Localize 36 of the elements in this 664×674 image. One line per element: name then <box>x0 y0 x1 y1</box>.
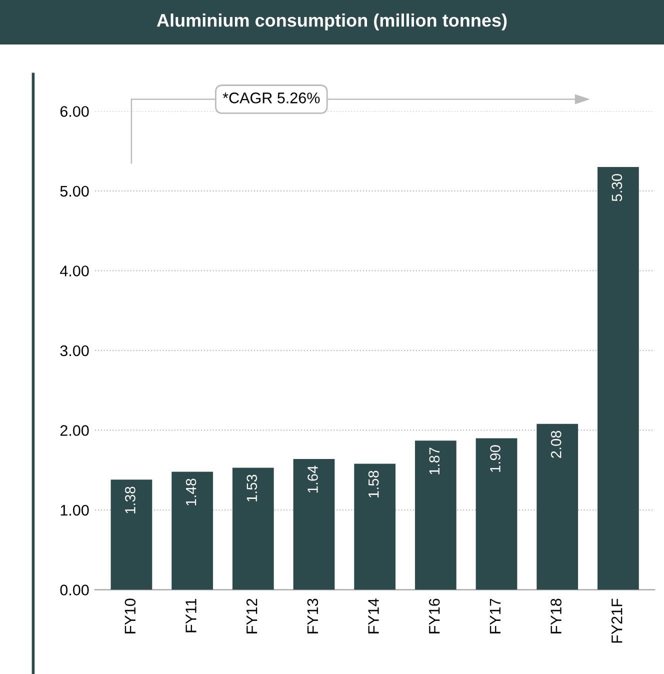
bar <box>293 458 335 590</box>
bar <box>598 167 639 590</box>
x-tick-label: FY21F <box>611 598 622 643</box>
bar <box>414 440 456 590</box>
data-label: 1.38 <box>125 486 136 514</box>
x-tick-label: FY11 <box>186 598 196 632</box>
bar <box>536 424 578 590</box>
y-tick-label: 1.00 <box>60 504 89 516</box>
y-tick-label: 2.00 <box>60 425 89 436</box>
y-tick-label: 5.00 <box>60 186 89 197</box>
data-label: 1.87 <box>429 448 440 474</box>
bar <box>110 480 152 590</box>
y-tick-label: 4.00 <box>60 266 89 276</box>
x-tick-label: FY16 <box>428 598 440 634</box>
y-tick-label: 0.00 <box>60 584 89 596</box>
data-label: 2.08 <box>550 430 562 458</box>
x-tick-label: FY12 <box>246 598 258 634</box>
bar <box>354 464 396 590</box>
bar <box>232 468 274 590</box>
data-label: 1.58 <box>368 470 379 498</box>
y-tick-label: 3.00 <box>60 345 89 356</box>
x-tick-label: FY10 <box>124 598 136 634</box>
data-label: 1.53 <box>246 474 258 502</box>
bar <box>172 472 213 590</box>
text: *CAGR 5.26% <box>222 92 320 104</box>
data-label: 1.64 <box>308 466 318 493</box>
bar <box>476 438 518 590</box>
chart-title: Aluminium consumption (million tonnes) <box>156 13 507 30</box>
x-tick-label: FY17 <box>490 598 500 634</box>
data-label: 1.48 <box>186 478 196 506</box>
data-label: 1.90 <box>490 445 500 472</box>
x-tick-label: FY18 <box>550 598 562 634</box>
x-tick-label: FY14 <box>368 598 379 634</box>
y-tick-label: 6.00 <box>60 106 89 117</box>
data-label: 5.30 <box>612 174 622 202</box>
x-tick-label: FY13 <box>307 598 318 634</box>
